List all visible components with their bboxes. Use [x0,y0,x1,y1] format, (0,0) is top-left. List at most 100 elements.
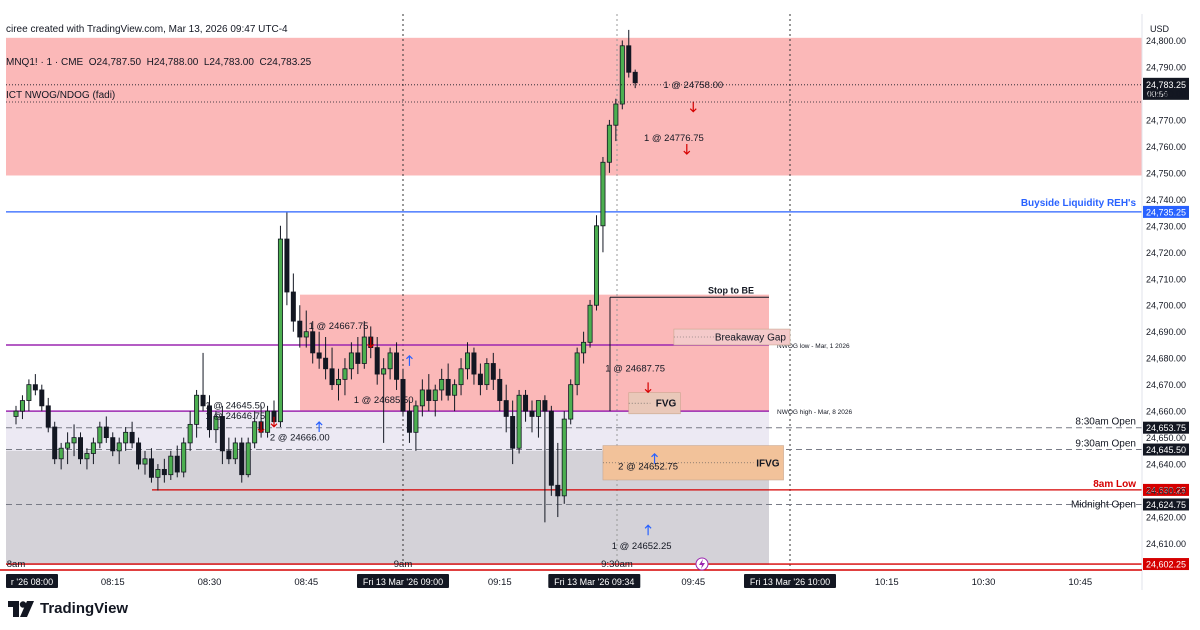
candle[interactable] [594,225,600,306]
candle[interactable] [374,347,380,375]
candle[interactable] [200,394,206,407]
candle[interactable] [71,437,77,444]
candle[interactable] [587,304,593,343]
candle[interactable] [103,426,109,439]
ohlc-line[interactable]: MNQ1! · 1 · CME O24,787.50 H24,788.00 L2… [6,57,312,68]
indicator-name[interactable]: ICT NWOG/NDOG (fadi) [6,90,116,101]
candle[interactable] [206,405,212,431]
candle[interactable] [303,331,309,338]
candle[interactable] [136,442,142,465]
candle[interactable] [252,421,258,444]
candle[interactable] [348,352,354,370]
candle[interactable] [445,378,451,396]
candle[interactable] [406,410,412,433]
candle[interactable] [213,416,219,431]
candle[interactable] [245,442,251,476]
candle[interactable] [458,368,464,386]
candle[interactable] [129,431,135,444]
candle[interactable] [529,410,535,417]
candle[interactable] [400,378,406,412]
candle[interactable] [426,389,432,401]
candle[interactable] [477,373,483,386]
candle[interactable] [342,368,348,380]
candle[interactable] [452,384,458,396]
candle[interactable] [78,437,84,460]
candle[interactable] [39,389,45,407]
candle[interactable] [361,336,367,364]
candle[interactable] [535,400,541,417]
candle[interactable] [329,368,335,386]
candle[interactable] [471,352,477,375]
candle[interactable] [116,442,122,452]
candle[interactable] [290,291,296,322]
candle[interactable] [387,352,393,370]
candle[interactable] [161,468,167,476]
candle[interactable] [574,352,580,386]
candle[interactable] [123,431,129,444]
candle[interactable] [613,103,619,126]
candle[interactable] [490,363,496,380]
candle[interactable] [606,124,612,163]
candle[interactable] [503,400,509,417]
candle[interactable] [97,426,103,444]
candle[interactable] [194,394,200,425]
candle[interactable] [381,368,387,375]
candle[interactable] [232,442,238,460]
candle[interactable] [439,378,445,391]
candle[interactable] [84,453,90,460]
candle[interactable] [555,484,561,497]
candle[interactable] [542,400,548,412]
candle[interactable] [13,410,19,417]
candle[interactable] [394,352,400,380]
candle[interactable] [142,458,148,465]
candle[interactable] [523,394,529,412]
candle[interactable] [90,442,96,454]
candle[interactable] [181,442,187,473]
time-tick-label: 10:30 [972,577,996,588]
candle[interactable] [413,405,419,433]
candle[interactable] [632,71,638,84]
candle[interactable] [310,331,316,354]
candle[interactable] [419,389,425,407]
candle[interactable] [626,45,632,73]
candle[interactable] [239,442,245,476]
candle[interactable] [464,352,470,370]
candle[interactable] [58,447,64,460]
candle[interactable] [581,341,587,354]
candle[interactable] [148,458,154,478]
candle[interactable] [174,455,180,473]
credit-line: ciree created with TradingView.com, Mar … [6,24,288,35]
candle[interactable] [619,45,625,105]
candle[interactable] [187,423,193,444]
candle[interactable] [219,416,225,452]
candle[interactable] [323,357,329,370]
candle[interactable] [297,320,303,338]
candle[interactable] [168,455,174,476]
price-tick-label: 24,710.00 [1146,274,1186,284]
candle[interactable] [226,450,232,460]
candle[interactable] [277,238,283,423]
candle[interactable] [316,352,322,359]
candle[interactable] [568,384,574,420]
candle[interactable] [548,410,554,486]
candle[interactable] [265,410,271,433]
candle[interactable] [497,378,503,401]
candle[interactable] [355,352,361,364]
candle[interactable] [510,416,516,449]
candle[interactable] [432,389,438,401]
candle[interactable] [19,400,25,412]
candle[interactable] [110,437,116,452]
candle[interactable] [335,378,341,386]
candle[interactable] [600,161,606,227]
candle[interactable] [155,468,161,478]
candle[interactable] [484,363,490,386]
candle[interactable] [32,384,38,391]
candle[interactable] [284,238,290,293]
candle[interactable] [65,442,71,449]
candle[interactable] [561,418,567,497]
candle[interactable] [45,405,51,428]
candle[interactable] [516,394,522,449]
candle[interactable] [52,426,58,460]
candle[interactable] [26,384,32,401]
